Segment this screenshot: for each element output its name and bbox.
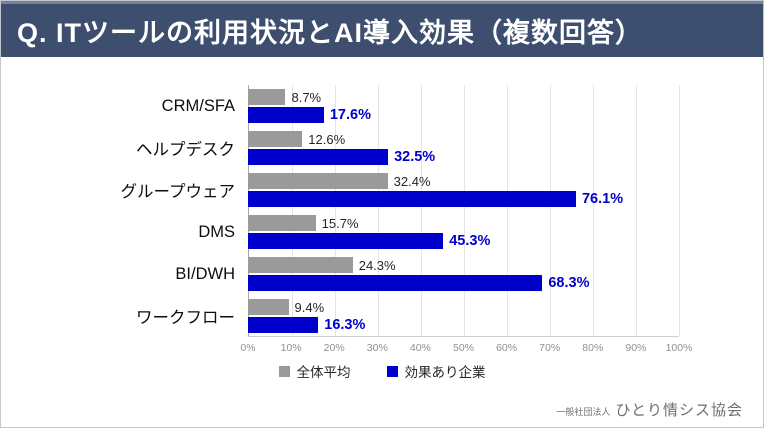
legend-item-average: 全体平均 — [278, 361, 351, 381]
bar-value-label: 76.1% — [581, 191, 624, 207]
row-bars: 8.7% 17.6% — [248, 85, 679, 127]
category-label: DMS — [198, 222, 235, 241]
gridline — [378, 85, 379, 336]
footer-org-name: ひとり情シス協会 — [615, 402, 743, 419]
gridline — [464, 85, 465, 336]
x-tick-label: 30% — [366, 342, 388, 354]
chart-row: ワークフロー 9.4% 16.3% — [1, 295, 763, 337]
chart-row: DMS 15.7% 45.3% — [1, 211, 763, 253]
gridline — [421, 85, 422, 336]
bar-value-label: 9.4% — [294, 299, 325, 315]
bar-average — [248, 173, 388, 189]
bar-value-label: 8.7% — [291, 89, 322, 105]
legend-label: 全体平均 — [296, 365, 351, 380]
bar-value-label: 32.5% — [394, 149, 436, 165]
legend-label: 効果あり企業 — [404, 365, 486, 380]
category-label: CRM/SFA — [161, 96, 235, 115]
category-label: グループウェア — [120, 183, 235, 201]
bar-average — [248, 89, 286, 105]
category-label: ヘルプデスク — [136, 141, 235, 159]
bar-line: 24.3% — [248, 257, 679, 273]
x-tick-label: 20% — [323, 342, 345, 354]
bar-value-label: 68.3% — [548, 275, 590, 291]
chart-row: グループウェア 32.4% 76.1% — [1, 169, 763, 211]
bar-effective — [248, 107, 324, 123]
row-bars: 9.4% 16.3% — [248, 295, 679, 337]
x-tick-label: 70% — [539, 342, 561, 354]
legend-swatch-effective — [386, 365, 398, 377]
bar-line: 45.3% — [248, 233, 679, 249]
gridline — [679, 85, 680, 336]
gridline — [335, 85, 336, 336]
footer-attribution: 一般社団法人 ひとり情シス協会 — [556, 399, 743, 420]
x-tick-label: 100% — [665, 342, 693, 354]
bar-value-label: 45.3% — [449, 233, 491, 249]
page-title: Q. ITツールの利用状況とAI導入効果（複数回答） — [17, 18, 643, 48]
bar-effective — [248, 149, 389, 165]
bar-value-label: 32.4% — [393, 173, 431, 189]
bar-line: 32.5% — [248, 149, 679, 165]
bar-line: 12.6% — [248, 131, 679, 147]
row-bars: 24.3% 68.3% — [248, 253, 679, 295]
plot-area — [248, 85, 680, 337]
gridline — [593, 85, 594, 336]
bar-average — [248, 299, 289, 315]
bar-value-label: 24.3% — [358, 257, 396, 273]
row-bars: 15.7% 45.3% — [248, 211, 679, 253]
bar-line: 8.7% — [248, 89, 679, 105]
chart-row: ヘルプデスク 12.6% 32.5% — [1, 127, 763, 169]
x-axis: 0% 10% 20% 30% 40% 50% 60% 70% 80% 90% 100% — [240, 342, 692, 356]
bar-line: 16.3% — [248, 317, 679, 333]
bar-effective — [248, 275, 543, 291]
x-tick-label: 90% — [625, 342, 647, 354]
bar-average — [248, 257, 353, 273]
x-tick-label: 60% — [496, 342, 518, 354]
gridline — [507, 85, 508, 336]
gridline — [550, 85, 551, 336]
gridline — [636, 85, 637, 336]
legend-swatch-average — [278, 365, 290, 377]
bar-average — [248, 131, 303, 147]
bar-value-label: 17.6% — [329, 107, 371, 123]
row-bars: 32.4% 76.1% — [248, 169, 679, 211]
x-tick-label: 0% — [240, 342, 256, 354]
category-label: BI/DWH — [175, 264, 235, 283]
chart-row: BI/DWH 24.3% 68.3% — [1, 253, 763, 295]
footer-org-type: 一般社団法人 — [556, 407, 611, 417]
x-tick-label: 80% — [582, 342, 604, 354]
bar-value-label: 15.7% — [321, 215, 359, 231]
bar-value-label: 16.3% — [324, 317, 366, 333]
x-tick-label: 10% — [280, 342, 302, 354]
rows: CRM/SFA 8.7% 17.6% ヘルプデスク 12.6% 32.5% グループウェア 3… — [1, 85, 763, 337]
bar-line: 76.1% — [248, 191, 679, 207]
x-tick-label: 40% — [409, 342, 431, 354]
bar-average — [248, 215, 316, 231]
bar-line: 15.7% — [248, 215, 679, 231]
legend: 全体平均 効果あり企業 — [1, 362, 763, 380]
bar-effective — [248, 191, 576, 207]
chart-row: CRM/SFA 8.7% 17.6% — [1, 85, 763, 127]
row-bars: 12.6% 32.5% — [248, 127, 679, 169]
bar-line: 32.4% — [248, 173, 679, 189]
gridline — [292, 85, 293, 336]
x-tick-label: 50% — [452, 342, 475, 354]
bar-line: 68.3% — [248, 275, 679, 291]
bar-value-label: 12.6% — [308, 131, 346, 147]
bar-line: 9.4% — [248, 299, 679, 315]
title-bar: Q. ITツールの利用状況とAI導入効果（複数回答） — [1, 1, 763, 57]
category-label: ワークフロー — [136, 309, 235, 327]
bar-effective — [248, 233, 444, 249]
bar-line: 17.6% — [248, 107, 679, 123]
legend-item-effective: 効果あり企業 — [386, 361, 486, 381]
bar-effective — [248, 317, 319, 333]
